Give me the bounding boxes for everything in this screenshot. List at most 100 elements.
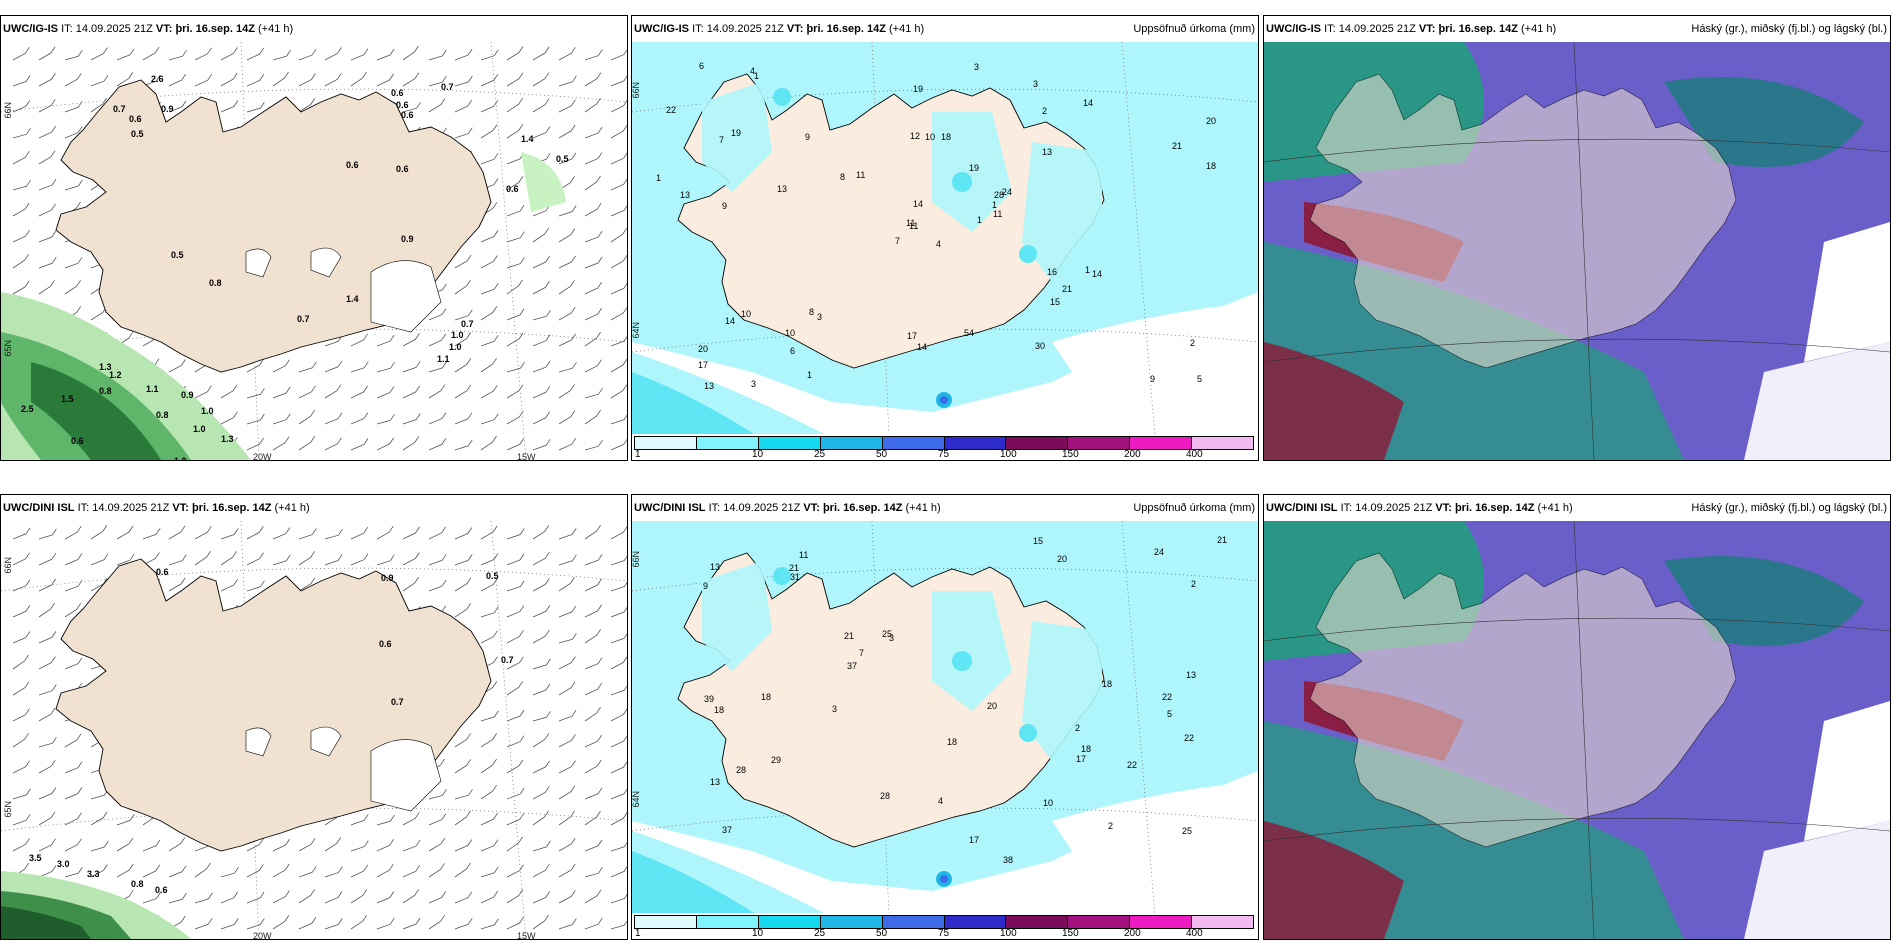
model-name: UWC/IG-IS — [634, 23, 689, 35]
model-name: UWC/IG-IS — [3, 23, 58, 35]
wind-value-label: 1.0 — [174, 456, 187, 460]
wind-value-label: 1.0 — [193, 424, 206, 434]
wind-value-label: 0.6 — [401, 110, 414, 120]
precip-value-label: 11 — [993, 209, 1002, 219]
precip-value-label: 8 — [840, 172, 845, 182]
wind-value-label: 0.5 — [486, 571, 499, 581]
it-label: IT: — [1324, 23, 1336, 35]
precip-value-label: 25 — [1182, 826, 1192, 836]
lon-label: 20W — [253, 452, 272, 461]
panel-header: UWC/DINI ISL IT: 14.09.2025 21Z VT: þri.… — [1, 495, 627, 521]
legend-tick-label: 25 — [814, 928, 826, 939]
precip-legend: 1 10 25 50 75 100 150 200 400 — [632, 913, 1258, 939]
precip-value-label: 13 — [680, 190, 690, 200]
precip-value-label: 10 — [741, 309, 751, 319]
it-value: 14.09.2025 21Z — [1355, 502, 1433, 514]
wind-value-label: 0.6 — [346, 160, 359, 170]
color-swatch — [882, 916, 945, 928]
precip-value-label: 14 — [913, 199, 923, 209]
panel-title: Uppsöfnuð úrkoma (mm) — [1133, 502, 1255, 514]
legend-tick-label: 1 — [635, 449, 641, 460]
precip-value-label: 14 — [725, 316, 735, 326]
precip-value-label: 9 — [1150, 374, 1155, 384]
color-swatch — [1068, 437, 1131, 449]
color-swatch — [635, 437, 697, 449]
model-name: UWC/IG-IS — [1266, 23, 1321, 35]
panel-cloud-dini: UWC/DINI ISL IT: 14.09.2025 21Z VT: þri.… — [1263, 494, 1891, 940]
precip-value-label: 18 — [941, 132, 951, 142]
legend-tick-label: 100 — [1000, 928, 1017, 939]
precip-value-label: 2 — [1191, 579, 1196, 589]
panel-precip-igis: UWC/IG-IS IT: 14.09.2025 21Z VT: þri. 16… — [631, 15, 1259, 461]
wind-value-label: 1.1 — [437, 354, 450, 364]
wind-value-label: 0.9 — [161, 104, 174, 114]
precip-value-label: 3 — [817, 312, 822, 322]
vt-label: VT: — [1435, 502, 1452, 514]
wind-value-label: 1.3 — [221, 434, 234, 444]
wind-value-label: 1.4 — [521, 134, 534, 144]
lon-label: 15W — [517, 931, 536, 940]
panel-wind-dini: UWC/DINI ISL IT: 14.09.2025 21Z VT: þri.… — [0, 494, 628, 940]
wind-value-label: 3.3 — [87, 869, 100, 879]
color-scale — [634, 436, 1254, 450]
legend-tick-label: 150 — [1062, 449, 1079, 460]
wind-value-label: 0.7 — [297, 314, 310, 324]
precip-value-label: 21 — [1062, 284, 1072, 294]
precip-value-label: 9 — [722, 201, 727, 211]
wind-value-label: 0.5 — [556, 154, 569, 164]
lat-label: 66N — [631, 82, 641, 99]
color-swatch — [820, 916, 883, 928]
it-value: 14.09.2025 21Z — [706, 23, 784, 35]
wind-value-label: 0.8 — [209, 278, 222, 288]
lead-time: (+41 h) — [258, 23, 294, 35]
precip-value-label: 38 — [1003, 855, 1013, 865]
wind-value-label: 0.6 — [396, 100, 409, 110]
lat-label: 66N — [3, 557, 13, 574]
wind-value-label: 1.0 — [449, 342, 462, 352]
precip-value-label: 54 — [964, 328, 974, 338]
model-name: UWC/DINI ISL — [1266, 502, 1338, 514]
precip-value-label: 25 — [882, 629, 892, 639]
vt-label: VT: — [155, 23, 173, 35]
precip-value-label: 21 — [1172, 141, 1182, 151]
wind-value-label: 1.5 — [61, 394, 74, 404]
wind-value-label: 0.9 — [381, 573, 394, 583]
lat-label: 65N — [3, 801, 13, 818]
precip-value-label: 31 — [790, 572, 800, 582]
precip-value-label: 6 — [699, 61, 704, 71]
wind-value-label: 0.6 — [391, 88, 404, 98]
precip-value-label: 17 — [698, 360, 708, 370]
panel-header: UWC/IG-IS IT: 14.09.2025 21Z VT: þri. 16… — [1, 16, 627, 42]
legend-tick-label: 400 — [1186, 449, 1203, 460]
lon-label: 20W — [253, 931, 272, 940]
it-label: IT: — [77, 502, 90, 514]
wind-value-label: 0.8 — [99, 386, 112, 396]
wind-value-label: 0.7 — [461, 319, 474, 329]
precip-value-label: 10 — [925, 132, 935, 142]
precip-value-label: 14 — [1083, 98, 1093, 108]
panel-title: Háský (gr.), miðský (fj.bl.) og lágský (… — [1691, 23, 1887, 35]
precip-value-label: 18 — [1206, 161, 1216, 171]
precip-value-label: 17 — [1076, 754, 1086, 764]
precip-value-label: 1 — [656, 173, 661, 183]
precip-value-label: 19 — [913, 84, 923, 94]
wind-value-label: 0.8 — [156, 410, 169, 420]
color-swatch — [1130, 437, 1193, 449]
precip-value-label: 18 — [947, 737, 957, 747]
vt-label: VT: — [786, 23, 804, 35]
wind-value-label: 0.9 — [401, 234, 414, 244]
vt-label: VT: — [1418, 23, 1436, 35]
color-swatch — [1192, 916, 1254, 928]
it-value: 14.09.2025 21Z — [92, 502, 170, 514]
vt-value: þri. 16.sep. 14Z — [175, 23, 255, 35]
color-swatch — [1006, 916, 1069, 928]
precip-value-label: 12 — [910, 131, 920, 141]
precip-value-label: 3 — [889, 633, 894, 643]
precip-legend: 1 10 25 50 75 100 150 200 400 — [632, 434, 1258, 460]
precip-value-label: 22 — [1127, 760, 1137, 770]
precip-value-label: 13 — [704, 381, 714, 391]
wind-value-label: 0.6 — [506, 184, 519, 194]
lat-label: 66N — [3, 102, 13, 119]
precip-value-label: 28 — [880, 791, 890, 801]
precip-value-label: 14 — [1092, 269, 1102, 279]
